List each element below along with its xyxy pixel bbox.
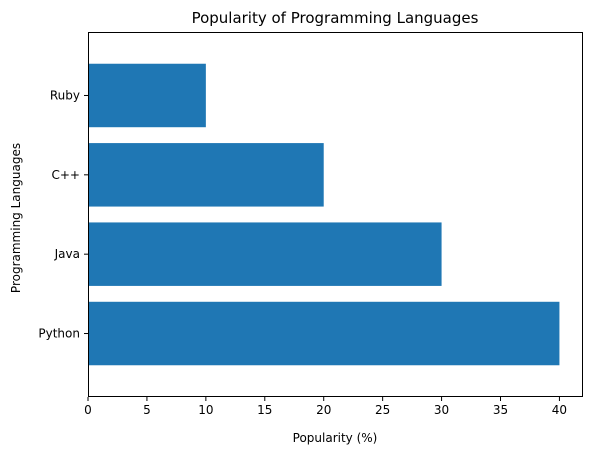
bar-python [88, 301, 560, 366]
y-tick-label: Python [38, 327, 80, 341]
x-tick-label: 35 [493, 403, 508, 417]
chart-title: Popularity of Programming Languages [192, 9, 479, 27]
y-tick-label: Java [54, 247, 80, 261]
y-axis-label: Programming Languages [9, 143, 23, 293]
plot-frame [88, 32, 583, 397]
bar-cp [88, 143, 324, 207]
x-tick-label: 0 [84, 403, 92, 417]
x-ticks-group: 0 5 10 15 20 25 30 35 40 [84, 397, 567, 417]
x-tick-label: 40 [552, 403, 567, 417]
x-tick-label: 10 [198, 403, 213, 417]
bars-group [88, 63, 560, 366]
x-tick-label: 20 [316, 403, 331, 417]
x-tick-label: 25 [375, 403, 390, 417]
bar-ruby [88, 63, 206, 128]
y-tick-label: Ruby [50, 88, 80, 102]
x-tick-label: 15 [257, 403, 272, 417]
x-axis-label: Popularity (%) [293, 431, 378, 445]
x-tick-label: 5 [143, 403, 151, 417]
x-tick-label: 30 [434, 403, 449, 417]
y-tick-label: C++ [52, 168, 81, 182]
bar-java [88, 222, 442, 286]
y-ticks-group: Python Java C++ Ruby [38, 88, 88, 341]
